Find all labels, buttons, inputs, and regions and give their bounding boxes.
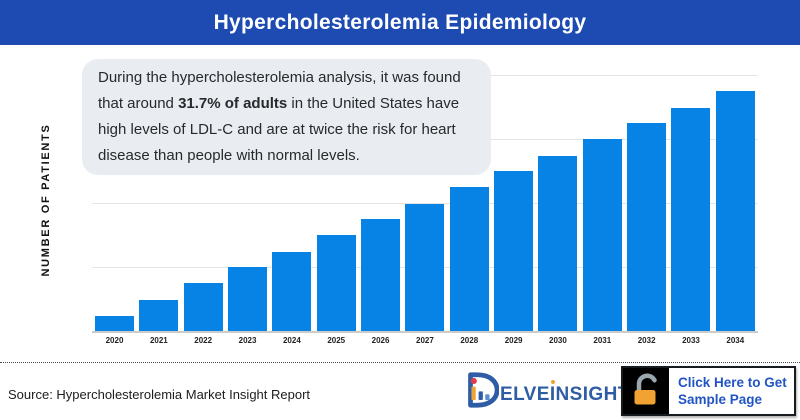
bar-chart-plot-area [92, 75, 758, 333]
open-padlock-icon [630, 371, 662, 412]
x-tick-2021: 2021 [149, 336, 168, 345]
x-tick-2027: 2027 [416, 336, 434, 345]
logo-text-part3: NSIGHT [555, 384, 630, 405]
logo-wordmark: ELVEINSIGHT [500, 380, 630, 406]
x-tick-2034: 2034 [726, 336, 745, 345]
x-tick-2020: 2020 [105, 336, 124, 345]
source-note: Source: Hypercholesterolemia Market Insi… [8, 387, 311, 402]
callout-text-before: During the hypercholesterolemia analysis… [98, 69, 461, 112]
button-label: Click Here to Get Sample Page [669, 374, 794, 408]
delveinsight-logo: ELVEINSIGHT [461, 370, 630, 415]
x-tick-2033: 2033 [682, 336, 700, 345]
x-tick-2023: 2023 [238, 336, 257, 345]
x-tick-2022: 2022 [194, 336, 213, 345]
x-tick-2032: 2032 [637, 336, 656, 345]
bar-2031 [582, 139, 622, 331]
analysis-callout: During the hypercholesterolemia analysis… [82, 59, 491, 175]
bar-2025 [316, 235, 356, 331]
bar-2030 [538, 156, 578, 331]
bar-2024 [272, 252, 312, 331]
bar-2020 [95, 316, 134, 331]
bar-2028 [449, 187, 489, 331]
button-label-line2: Sample Page [678, 392, 763, 407]
bar-2027 [405, 204, 445, 331]
y-axis-label: NUMBER OF PATIENTS [40, 123, 52, 277]
logo-text-part2: I [549, 380, 556, 405]
button-label-line1: Click Here to Get [678, 375, 787, 390]
footer-divider [0, 362, 800, 363]
x-tick-2026: 2026 [371, 336, 390, 345]
page-title: Hypercholesterolemia Epidemiology [213, 10, 587, 34]
get-sample-page-button[interactable]: Click Here to Get Sample Page [621, 366, 796, 416]
x-tick-2024: 2024 [282, 336, 301, 345]
lock-box [623, 368, 669, 414]
gridline [92, 203, 758, 204]
x-tick-2030: 2030 [549, 336, 567, 345]
x-tick-2028: 2028 [460, 336, 479, 345]
callout-text-after: in the United States have high levels of… [98, 95, 460, 164]
bar-2023 [228, 267, 268, 331]
x-axis-labels: 2020 2021 2022 2023 2024 2025 2026 2027 2028 2029… [95, 336, 755, 345]
bar-2022 [183, 283, 223, 331]
delveinsight-logo-mark-icon [461, 370, 500, 415]
bar-2021 [139, 300, 179, 331]
bar-2026 [361, 219, 401, 331]
header-band: Hypercholesterolemia Epidemiology [0, 0, 800, 45]
callout-text-bold: 31.7% of adults [178, 95, 288, 112]
bar-2029 [494, 171, 534, 331]
logo-text-part1: ELVE [500, 384, 550, 405]
x-tick-2025: 2025 [327, 336, 346, 345]
x-tick-2029: 2029 [504, 336, 523, 345]
bar-2032 [627, 123, 667, 331]
bars [95, 75, 755, 331]
bar-2033 [671, 108, 711, 331]
bar-2034 [715, 91, 755, 331]
x-tick-2031: 2031 [593, 336, 612, 345]
